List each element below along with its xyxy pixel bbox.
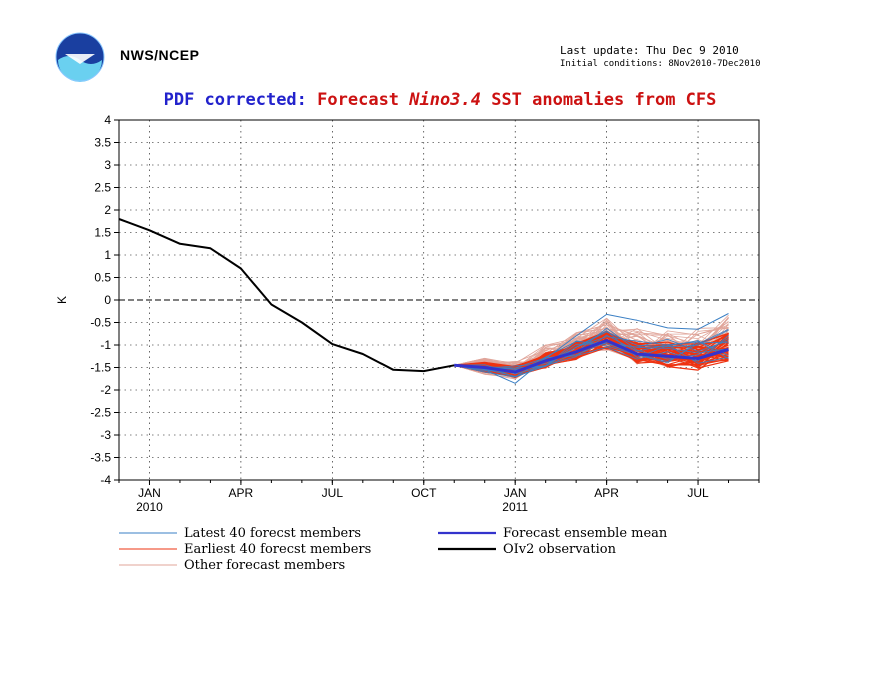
x-tick-label: JUL <box>687 486 709 500</box>
y-tick-label: 2.5 <box>94 181 111 195</box>
other-member-line <box>454 321 729 366</box>
y-tick-label: -0.5 <box>90 316 111 330</box>
y-tick-label: 1 <box>104 248 111 262</box>
y-tick-label: -1 <box>100 338 111 352</box>
legend-label-mean: Forecast ensemble mean <box>503 526 668 541</box>
x-tick-label: APR <box>594 486 619 500</box>
title-forecast: Forecast <box>317 90 400 110</box>
y-tick-label: -2 <box>100 383 111 397</box>
x-tick-label: JAN <box>138 486 161 500</box>
x-tick-label: OCT <box>411 486 437 500</box>
y-tick-label: 0 <box>104 293 111 307</box>
observation-line <box>118 218 455 373</box>
x-tick-label: JAN <box>504 486 527 500</box>
x-tick-label: JUL <box>322 486 344 500</box>
x-year-label: 2011 <box>502 500 528 514</box>
latest-member-line <box>454 313 729 384</box>
org-name: NWS/NCEP <box>120 47 200 63</box>
y-tick-label: -3.5 <box>90 451 111 465</box>
latest-member-line <box>454 336 729 370</box>
y-tick-label: -4 <box>100 473 111 487</box>
y-tick-label: 0.5 <box>94 271 111 285</box>
y-tick-label: 1.5 <box>94 226 111 240</box>
legend-label-observation: OIv2 observation <box>503 542 617 557</box>
latest-member-line <box>454 329 729 369</box>
y-tick-label: -2.5 <box>90 406 111 420</box>
ensemble-mean-line <box>454 339 729 374</box>
y-tick-label: 3 <box>104 158 111 172</box>
y-tick-label: 4 <box>104 113 111 127</box>
y-tick-label: -1.5 <box>90 361 111 375</box>
legend-label-latest: Latest 40 forecst members <box>184 526 361 541</box>
y-tick-label: -3 <box>100 428 111 442</box>
title-nino: Nino3.4 <box>409 90 481 110</box>
chart-title: PDF corrected: Forecast Nino3.4 SST anom… <box>0 90 880 110</box>
title-rest: SST anomalies from CFS <box>491 90 717 110</box>
y-axis-label: K <box>55 296 69 304</box>
y-tick-label: 2 <box>104 203 111 217</box>
x-year-label: 2010 <box>136 500 163 514</box>
initial-conditions: Initial conditions: 8Nov2010-7Dec2010 <box>560 59 761 69</box>
title-prefix: PDF corrected: <box>163 90 307 110</box>
y-tick-label: 3.5 <box>94 136 111 150</box>
last-update: Last update: Thu Dec 9 2010 <box>560 44 739 57</box>
x-tick-label: APR <box>229 486 254 500</box>
legend-label-earliest: Earliest 40 forecst members <box>184 542 371 557</box>
legend-label-other: Other forecast members <box>184 558 345 573</box>
noaa-logo-icon <box>55 32 105 82</box>
